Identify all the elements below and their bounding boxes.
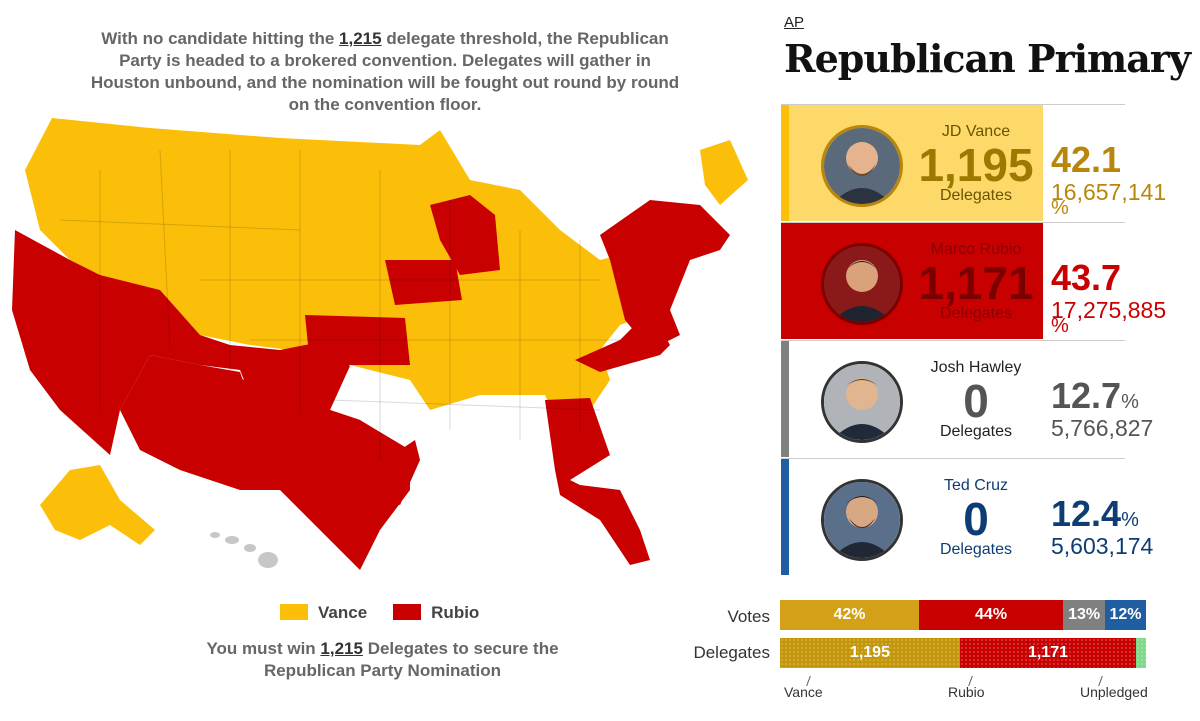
candidate-vote-count: 16,657,141	[1051, 179, 1167, 205]
legend-swatch-rubio	[393, 604, 422, 620]
delegates-segment-unpledged	[1136, 638, 1146, 668]
candidate-delegates: 0	[963, 375, 989, 427]
candidate-photo-icon	[821, 361, 903, 443]
candidate-row-hawley[interactable]: Josh Hawley 0 Delegates 12.7% 5,766,827	[781, 340, 1153, 457]
us-results-map	[12, 118, 748, 570]
state-borders	[59, 149, 620, 460]
candidate-vote-percent: 42.1 %	[1051, 139, 1122, 219]
candidate-color-tag	[781, 341, 789, 457]
candidate-name: Ted Cruz	[943, 477, 1009, 494]
votes-bar: 42% 44% 13% 12%	[780, 600, 1146, 630]
intro-text: With no candidate hitting the 1,215 dele…	[90, 29, 680, 114]
candidate-photo-icon	[821, 243, 903, 325]
delegates-bar: 1,195 1,171	[780, 638, 1146, 668]
axis-label-rubio: Rubio	[948, 684, 985, 700]
candidate-row-vance[interactable]: JD Vance 1,195 Delegates 42.1 % 16,657,1…	[781, 104, 1166, 221]
map-region-rubio[interactable]	[600, 200, 730, 350]
legend-swatch-vance	[280, 604, 308, 620]
map-region-vance[interactable]	[700, 140, 748, 205]
delegates-label: Delegates	[939, 423, 1013, 440]
delegates-segment-rubio: 1,171	[959, 638, 1137, 668]
axis-label-unpledged: Unpledged	[1080, 684, 1148, 700]
delegates-label: Delegates	[939, 541, 1013, 558]
map-region-rubio[interactable]	[430, 195, 500, 275]
candidate-color-tag	[781, 105, 789, 221]
map-region-vance[interactable]	[25, 118, 660, 430]
votes-segment-cruz: 12%	[1105, 600, 1146, 630]
map-region-rubio[interactable]	[575, 310, 670, 372]
threshold-number: 1,215	[339, 29, 382, 48]
candidate-color-tag	[781, 459, 789, 575]
votes-bar-label: Votes	[727, 607, 770, 626]
candidate-vote-percent: 43.7 %	[1051, 257, 1122, 337]
votes-segment-vance: 42%	[780, 600, 919, 630]
candidate-name: Marco Rubio	[930, 241, 1022, 258]
candidate-delegates: 1,171	[918, 257, 1034, 309]
candidate-row-cruz[interactable]: Ted Cruz 0 Delegates 12.4% 5,603,174	[781, 458, 1153, 575]
map-region-rubio[interactable]	[385, 260, 462, 305]
candidate-color-tag	[781, 223, 789, 339]
source-link[interactable]: AP	[784, 14, 805, 31]
candidate-photo-icon	[821, 479, 903, 561]
candidate-delegates: 1,195	[918, 139, 1034, 191]
candidate-vote-count: 5,603,174	[1051, 533, 1154, 559]
votes-segment-rubio: 44%	[918, 600, 1064, 630]
map-region-rubio[interactable]	[545, 398, 650, 565]
nomination-note: You must win 1,215 Delegates to secure t…	[206, 639, 559, 680]
candidate-row-rubio[interactable]: Marco Rubio 1,171 Delegates 43.7 % 17,27…	[781, 222, 1166, 339]
delegates-label: Delegates	[939, 305, 1013, 322]
page-title: Republican Primary	[784, 36, 1191, 81]
axis-label-vance: Vance	[784, 684, 823, 700]
delegates-segment-vance: 1,195	[780, 638, 960, 668]
map-region-vance[interactable]	[40, 465, 155, 545]
map-region-rubio[interactable]	[120, 355, 410, 570]
candidate-vote-count: 5,766,827	[1051, 415, 1154, 441]
legend-item-vance: Vance	[280, 603, 367, 623]
delegates-label: Delegates	[939, 187, 1013, 204]
map-region-rubio[interactable]	[305, 315, 410, 365]
candidate-name: JD Vance	[941, 123, 1011, 140]
delegates-bar-label: Delegates	[693, 643, 770, 662]
candidate-photo-icon	[821, 125, 903, 207]
candidate-delegates: 0	[963, 493, 989, 545]
votes-segment-hawley: 13%	[1063, 600, 1106, 630]
candidate-vote-percent: 12.4%	[1051, 493, 1139, 534]
hawaii-islands	[210, 532, 278, 568]
candidate-vote-percent: 12.7%	[1051, 375, 1139, 416]
map-legend: Vance Rubio	[280, 603, 479, 623]
candidate-name: Josh Hawley	[930, 359, 1022, 376]
candidate-vote-count: 17,275,885	[1051, 297, 1167, 323]
legend-item-rubio: Rubio	[393, 603, 479, 623]
